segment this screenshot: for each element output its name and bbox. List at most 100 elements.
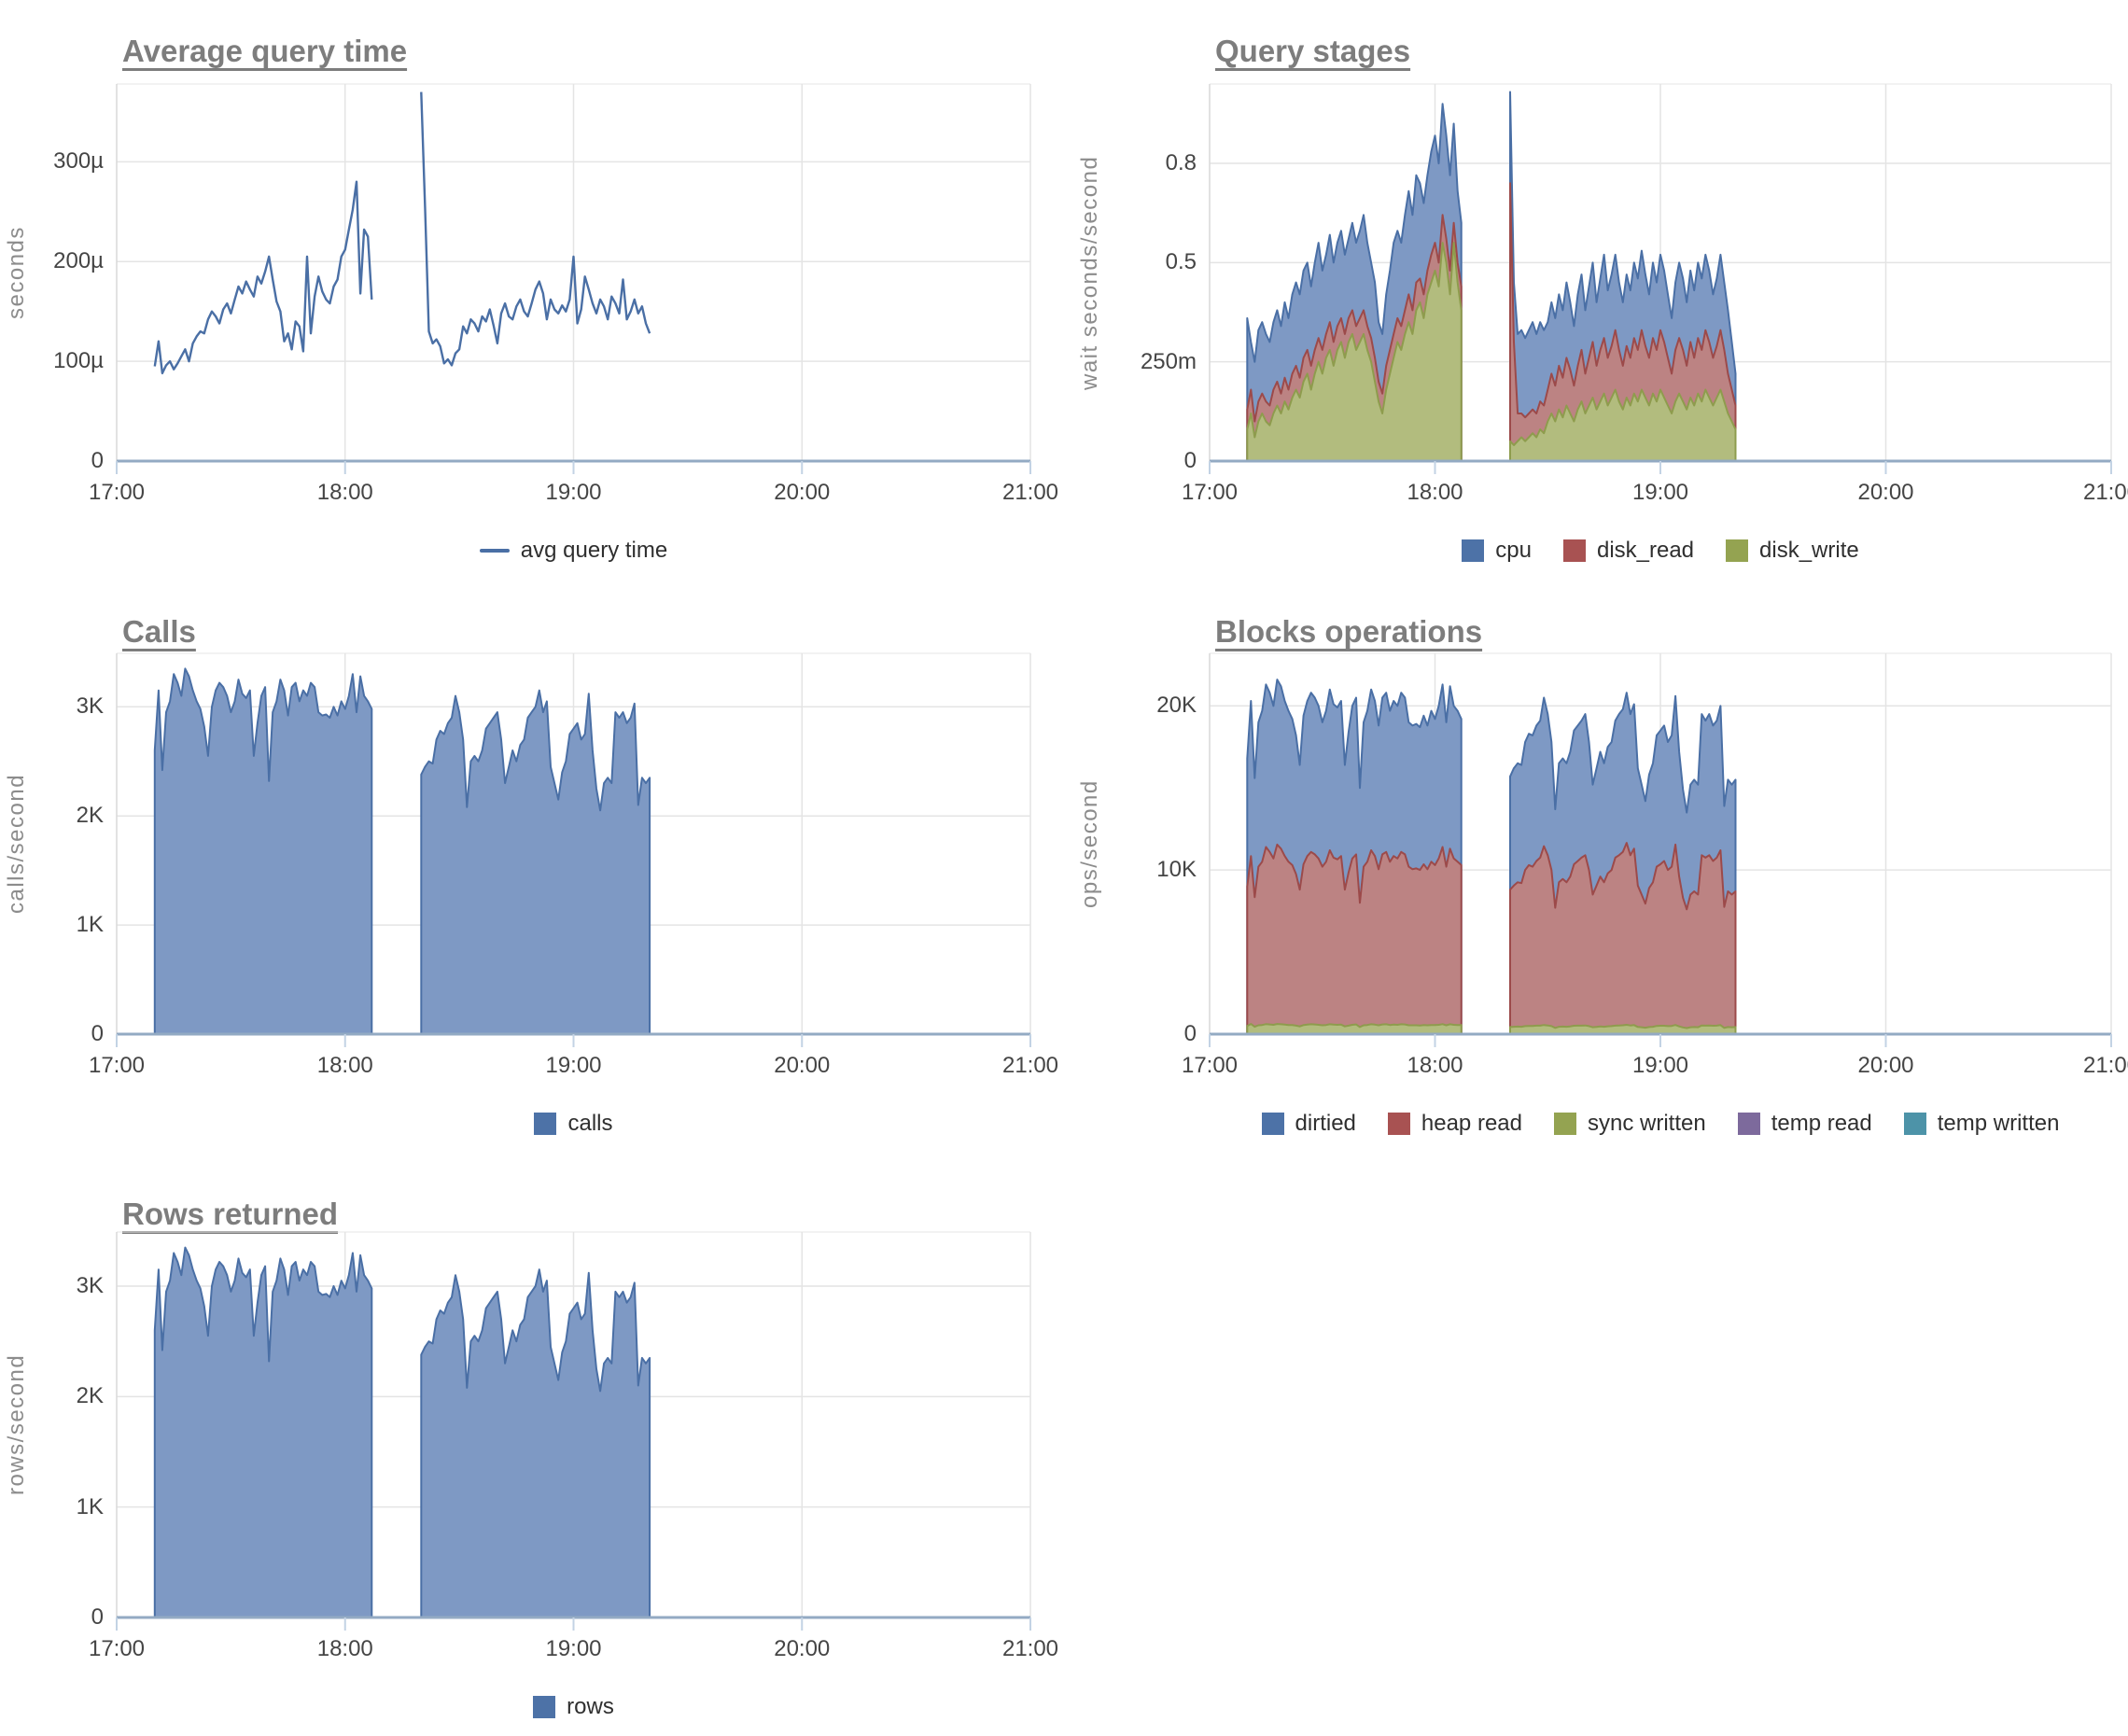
series-sync-written xyxy=(1509,1024,1737,1035)
x-tick-label: 19:00 xyxy=(545,1636,602,1661)
chart-title[interactable]: Rows returned xyxy=(122,1197,339,1231)
x-tick-label: 17:00 xyxy=(88,1053,146,1078)
y-tick-label: 0 xyxy=(1183,1021,1197,1046)
x-tick-label: 18:00 xyxy=(1407,480,1463,505)
y-tick-label: 2K xyxy=(76,1383,104,1409)
legend-label: rows xyxy=(567,1694,614,1719)
legend-item-cpu[interactable]: cpu xyxy=(1462,538,1532,564)
x-tick-label: 19:00 xyxy=(1631,480,1689,505)
legend-label: calls xyxy=(567,1111,613,1136)
legend-label: temp read xyxy=(1771,1111,1872,1136)
legend-label: disk_read xyxy=(1596,538,1695,563)
y-tick-label: 3K xyxy=(76,1272,104,1298)
x-tick-label: 19:00 xyxy=(545,1053,602,1078)
legend-item-rows[interactable]: rows xyxy=(533,1694,614,1720)
x-tick-label: 21:00 xyxy=(2082,1053,2128,1078)
series-calls xyxy=(420,689,651,1035)
y-tick-label: 0 xyxy=(91,1021,104,1046)
chart-rows-returned: Rows returned rows/second rows 0 1K 2K 3K 17… xyxy=(0,1150,1064,1736)
chart-query-stages: Query stages wait seconds/second cpu disk… xyxy=(1073,0,2128,571)
y-tick-label: 0.5 xyxy=(1165,249,1197,275)
x-tick-label: 20:00 xyxy=(774,1636,831,1661)
plot-area xyxy=(1209,652,2112,1047)
x-tick-label: 19:00 xyxy=(545,480,602,505)
legend-label: cpu xyxy=(1495,538,1532,563)
chart-title[interactable]: Calls xyxy=(122,614,196,649)
x-tick-label: 17:00 xyxy=(1181,1053,1239,1078)
legend-label: avg query time xyxy=(520,538,668,563)
legend: cpu disk_read disk_write xyxy=(1210,538,2111,564)
series-avg-query-time xyxy=(153,180,373,375)
legend-swatch-icon xyxy=(1726,539,1749,562)
legend: avg query time xyxy=(117,538,1030,564)
plot-area xyxy=(116,1231,1031,1631)
y-tick-label: 20K xyxy=(1156,693,1197,719)
x-tick-label: 20:00 xyxy=(774,480,831,505)
legend-item-dirtied[interactable]: dirtied xyxy=(1261,1111,1356,1137)
y-tick-label: 2K xyxy=(76,803,104,829)
legend-item-disk-write[interactable]: disk_write xyxy=(1726,538,1859,564)
x-tick-label: 19:00 xyxy=(1631,1053,1689,1078)
x-tick-label: 20:00 xyxy=(1857,1053,1914,1078)
x-tick-label: 21:00 xyxy=(1001,1636,1059,1661)
legend-swatch-icon xyxy=(1562,539,1586,562)
y-tick-label: 1K xyxy=(76,1493,104,1519)
legend-item-temp-written[interactable]: temp written xyxy=(1903,1111,2060,1137)
chart-title[interactable]: Blocks operations xyxy=(1215,614,1483,649)
x-tick-label: 17:00 xyxy=(1181,480,1239,505)
legend-item-disk-read[interactable]: disk_read xyxy=(1562,538,1695,564)
x-tick-label: 21:00 xyxy=(1001,1053,1059,1078)
series-sync-written xyxy=(1246,1023,1463,1035)
legend-label: dirtied xyxy=(1295,1111,1356,1136)
x-tick-label: 18:00 xyxy=(316,1636,373,1661)
legend-swatch-icon xyxy=(1737,1113,1760,1135)
y-tick-label: 0 xyxy=(91,448,104,473)
y-tick-label: 300µ xyxy=(53,148,104,175)
legend-swatch-icon xyxy=(1387,1113,1410,1135)
legend-swatch-icon xyxy=(1553,1113,1576,1135)
chart-title[interactable]: Average query time xyxy=(122,34,408,68)
series-disk-write xyxy=(1246,242,1463,462)
y-tick-label: 200µ xyxy=(53,248,104,274)
series-disk-read xyxy=(1509,182,1737,462)
chart-title[interactable]: Query stages xyxy=(1215,34,1411,68)
legend-item-sync-written[interactable]: sync written xyxy=(1553,1111,1706,1137)
legend: calls xyxy=(117,1111,1030,1137)
series-calls xyxy=(153,667,373,1035)
series-avg-query-time xyxy=(420,91,651,367)
y-tick-label: 10K xyxy=(1156,857,1197,883)
x-tick-label: 18:00 xyxy=(316,1053,373,1078)
legend-label: disk_write xyxy=(1759,538,1859,563)
x-tick-label: 21:00 xyxy=(2082,480,2128,505)
chart-blocks-operations: Blocks operations ops/second dirtied heap… xyxy=(1073,571,2128,1150)
series-rows xyxy=(153,1246,373,1618)
chart-average-query-time: Average query time seconds avg query tim… xyxy=(0,0,1064,571)
legend-line-marker-icon xyxy=(479,549,510,553)
x-tick-label: 17:00 xyxy=(88,1636,146,1661)
legend-swatch-icon xyxy=(533,1696,556,1718)
y-tick-label: 0 xyxy=(1183,448,1197,473)
plot-area xyxy=(116,652,1031,1047)
x-tick-label: 18:00 xyxy=(316,480,373,505)
x-tick-label: 18:00 xyxy=(1407,1053,1463,1078)
plot-area xyxy=(116,83,1031,474)
series-heap-read xyxy=(1509,842,1737,1035)
legend: rows xyxy=(117,1694,1030,1720)
legend-item-heap-read[interactable]: heap read xyxy=(1387,1111,1522,1137)
x-tick-label: 17:00 xyxy=(88,480,146,505)
y-tick-label: 0.8 xyxy=(1165,150,1197,176)
legend-item-calls[interactable]: calls xyxy=(534,1111,613,1137)
plot-area xyxy=(1209,83,2112,474)
legend-item-temp-read[interactable]: temp read xyxy=(1737,1111,1872,1137)
x-tick-label: 20:00 xyxy=(1857,480,1914,505)
y-tick-label: 250m xyxy=(1140,348,1197,374)
legend-swatch-icon xyxy=(534,1113,557,1135)
series-rows xyxy=(420,1268,651,1618)
series-heap-read xyxy=(1246,843,1463,1035)
series-disk-write xyxy=(1509,388,1737,462)
legend-label: temp written xyxy=(1937,1111,2060,1136)
legend-label: sync written xyxy=(1587,1111,1706,1136)
chart-calls: Calls calls/second calls 0 1K 2K 3K 17:00 18:… xyxy=(0,571,1064,1150)
legend-swatch-icon xyxy=(1261,1113,1284,1135)
legend-item-avg-query-time[interactable]: avg query time xyxy=(479,538,668,564)
